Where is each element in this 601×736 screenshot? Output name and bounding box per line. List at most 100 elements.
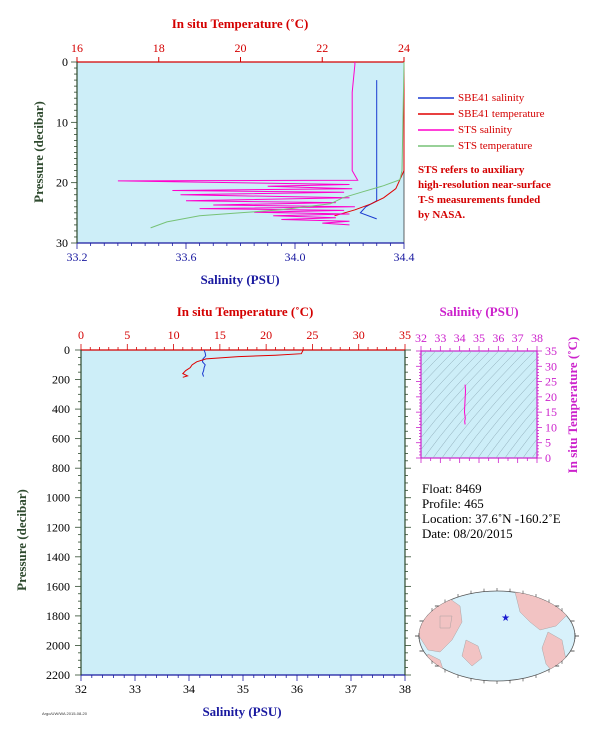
density-contour <box>432 351 527 458</box>
pressure-tick-label-10: 2000 <box>46 638 70 652</box>
temperature-tick-label-7: 35 <box>399 328 411 342</box>
ts-top-axis-label: Salinity (PSU) <box>439 304 518 319</box>
pressure-tick-label-0: 0 <box>64 343 70 357</box>
density-contour <box>421 351 509 451</box>
pressure-tick-label-4: 800 <box>52 461 70 475</box>
ts-salinity-tick-label-6: 38 <box>531 331 543 345</box>
density-contour <box>504 416 537 458</box>
temperature-tick-label-4: 24 <box>398 41 410 55</box>
density-contour <box>513 427 537 458</box>
pressure-tick-label-3: 30 <box>56 236 68 250</box>
salinity-tick-label-1: 33 <box>129 682 141 696</box>
density-contour <box>421 351 491 427</box>
pressure-tick-label-11: 2200 <box>46 668 70 682</box>
map-grid <box>415 588 579 684</box>
sts-note-line-4: by NASA. <box>418 209 465 221</box>
series-sbe41-temperature <box>181 349 304 378</box>
density-contour <box>423 351 518 458</box>
temperature-tick-label-0: 0 <box>78 328 84 342</box>
temperature-tick-label-2: 10 <box>168 328 180 342</box>
temperature-tick-label-3: 22 <box>316 41 328 55</box>
full-profile-bottom-axis-label: Salinity (PSU) <box>202 704 281 719</box>
legend-label-sts-salinity: STS salinity <box>458 124 513 136</box>
sts-note: STS refers to auxiliary high-resolution … <box>418 164 551 221</box>
ts-temperature-tick-label-3: 15 <box>545 405 557 419</box>
density-contour <box>421 351 473 406</box>
ts-density-contours <box>421 351 537 458</box>
ts-salinity-tick-label-4: 36 <box>492 331 504 345</box>
ts-salinity-tick-label-0: 32 <box>415 331 427 345</box>
ts-salinity-tick-label-5: 37 <box>512 331 524 345</box>
pressure-tick-label-6: 1200 <box>46 520 70 534</box>
temperature-tick-label-4: 20 <box>260 328 272 342</box>
density-contour <box>421 351 482 417</box>
near-surface-pressure-ticks: 0 10 20 30 <box>56 55 77 250</box>
density-contour <box>495 405 537 458</box>
pressure-tick-label-8: 1600 <box>46 579 70 593</box>
ts-temperature-tick-label-2: 10 <box>545 420 557 434</box>
ts-series-curve <box>463 384 467 425</box>
ts-temperature-tick-label-4: 20 <box>545 390 557 404</box>
full-profile-panel: 0 5 10 15 20 25 30 35 32 33 34 35 36 37 38 0 200 400 600… <box>14 304 411 719</box>
series-sbe41-temperature <box>334 62 405 217</box>
density-contour <box>522 438 537 458</box>
profile-date: Date: 08/20/2015 <box>422 526 513 541</box>
density-contour <box>459 366 537 458</box>
ts-salinity-tick-label-3: 35 <box>473 331 485 345</box>
near-surface-salinity-ticks: 33.2 33.6 34.0 34.4 <box>67 243 415 264</box>
profile-number: Profile: 465 <box>422 496 484 511</box>
near-surface-bottom-axis-label: Salinity (PSU) <box>200 272 279 287</box>
footer-text: Argo/UW/WA 2015-08-20 <box>42 711 87 716</box>
salinity-tick-label-0: 33.2 <box>67 250 88 264</box>
sts-note-line-1: STS refers to auxiliary <box>418 164 525 176</box>
salinity-tick-label-4: 36 <box>291 682 303 696</box>
series-sts-temperature <box>150 62 405 229</box>
series-sts-salinity <box>117 62 359 226</box>
world-map: ★ <box>415 588 579 684</box>
pressure-tick-label-2: 20 <box>56 176 68 190</box>
pressure-tick-label-1: 200 <box>52 373 70 387</box>
ts-temperature-tick-label-6: 30 <box>545 359 557 373</box>
float-info: Float: 8469 Profile: 465 Location: 37.6˚… <box>422 481 561 541</box>
salinity-tick-label-2: 34.0 <box>285 250 306 264</box>
salinity-tick-label-3: 34.4 <box>394 250 415 264</box>
near-surface-panel: 16 18 20 22 24 33.2 33.6 34.0 34.4 0 10 20 30 In s… <box>31 16 551 287</box>
density-contour <box>486 395 537 458</box>
temperature-tick-label-1: 18 <box>153 41 165 55</box>
near-surface-temperature-ticks: 16 18 20 22 24 <box>71 41 410 62</box>
salinity-tick-label-6: 38 <box>399 682 411 696</box>
near-surface-top-axis-label: In situ Temperature (˚C) <box>172 16 309 31</box>
sts-note-line-2: high-resolution near-surface <box>418 179 551 191</box>
density-contour <box>441 351 536 458</box>
salinity-tick-label-3: 35 <box>237 682 249 696</box>
full-profile-plot-area <box>80 349 406 676</box>
float-location-marker: ★ <box>501 613 510 624</box>
map-land <box>419 591 569 681</box>
salinity-tick-label-1: 33.6 <box>176 250 197 264</box>
pressure-tick-label-1: 10 <box>56 115 68 129</box>
full-profile-series <box>181 349 304 378</box>
legend-label-sts-temperature: STS temperature <box>458 140 532 152</box>
series-sbe41-salinity <box>201 349 207 377</box>
temperature-tick-label-5: 25 <box>306 328 318 342</box>
sts-note-line-3: T-S measurements funded <box>418 194 540 206</box>
ts-right-axis-label: In situ Temperature (˚C) <box>565 337 580 474</box>
temperature-tick-label-3: 15 <box>214 328 226 342</box>
full-profile-salinity-ticks: 32 33 34 35 36 37 38 <box>75 675 411 696</box>
pressure-tick-label-0: 0 <box>62 55 68 69</box>
ts-series <box>463 384 467 425</box>
pressure-tick-label-9: 1800 <box>46 609 70 623</box>
near-surface-plot-area <box>76 61 405 244</box>
ts-salinity-tick-label-2: 34 <box>454 331 466 345</box>
pressure-tick-label-2: 400 <box>52 402 70 416</box>
temperature-tick-label-2: 20 <box>235 41 247 55</box>
ts-salinity-tick-label-1: 33 <box>434 331 446 345</box>
full-profile-top-axis-label: In situ Temperature (˚C) <box>177 304 314 319</box>
ts-temperature-tick-label-7: 35 <box>545 344 557 358</box>
pressure-tick-label-3: 600 <box>52 432 70 446</box>
temperature-tick-label-0: 16 <box>71 41 83 55</box>
legend-label-sbe-temperature: SBE41 temperature <box>458 108 545 120</box>
